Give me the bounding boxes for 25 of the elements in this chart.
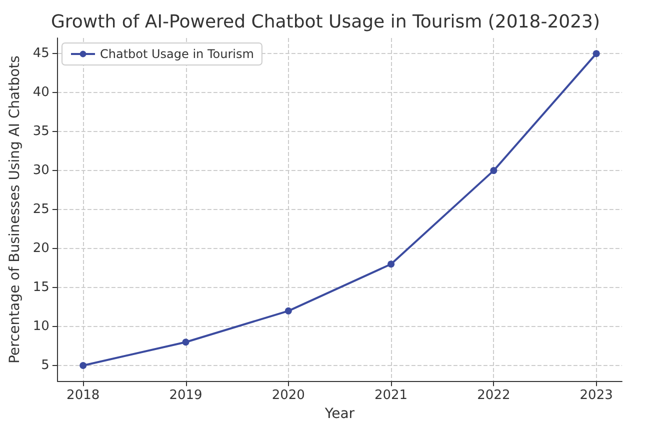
point — [592, 50, 600, 58]
chart-title: Growth of AI-Powered Chatbot Usage in Tourism (2018-2023) — [50, 12, 600, 32]
x-axis-title: Year — [324, 406, 355, 422]
x-tick-label: 2019 — [169, 388, 202, 404]
y-tick-label: 5 — [41, 358, 50, 374]
x-tick-label: 2021 — [374, 388, 408, 404]
y-tick-label: 10 — [32, 319, 50, 334]
y-tick-label: 45 — [32, 46, 50, 62]
y-tick-label: 40 — [32, 85, 50, 100]
x-tick-label: 2023 — [580, 388, 613, 404]
x-tick-label: 2020 — [272, 388, 305, 404]
y-tick-label: 30 — [32, 163, 50, 178]
legend-label: Chatbot Usage in Tourism — [100, 47, 254, 61]
point — [388, 260, 395, 268]
y-tick-label: 15 — [32, 280, 50, 296]
point — [490, 167, 498, 174]
point — [80, 362, 87, 370]
y-tick-label: 35 — [32, 124, 50, 140]
y-tick-label: 20 — [32, 241, 50, 256]
point — [182, 338, 190, 346]
y-axis-title: Percentage of Businesses Using AI Chatbots — [7, 56, 23, 364]
y-tick-label: 25 — [32, 202, 50, 218]
x-tick-label: 2022 — [477, 388, 510, 404]
x-tick-label: 2018 — [66, 388, 100, 404]
point — [284, 307, 292, 314]
